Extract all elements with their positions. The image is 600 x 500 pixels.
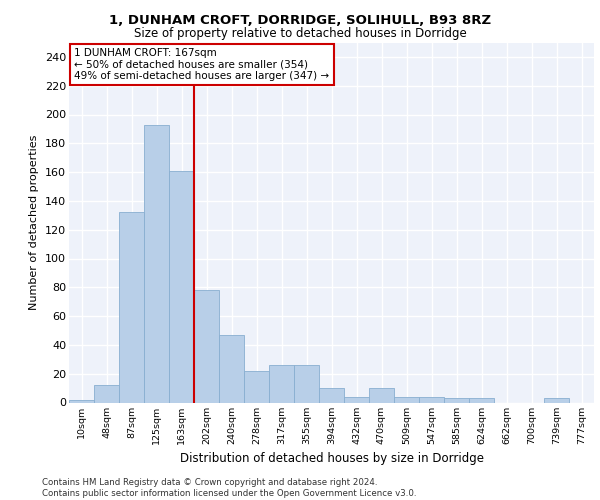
Y-axis label: Number of detached properties: Number of detached properties xyxy=(29,135,40,310)
Bar xyxy=(144,124,169,402)
Bar xyxy=(544,398,569,402)
Bar xyxy=(444,398,469,402)
Bar xyxy=(469,398,494,402)
Bar xyxy=(94,385,119,402)
Bar xyxy=(219,335,244,402)
Text: 1 DUNHAM CROFT: 167sqm
← 50% of detached houses are smaller (354)
49% of semi-de: 1 DUNHAM CROFT: 167sqm ← 50% of detached… xyxy=(74,48,329,81)
Bar xyxy=(344,396,369,402)
Bar xyxy=(194,290,219,403)
Bar xyxy=(394,396,419,402)
Bar xyxy=(69,400,94,402)
Bar xyxy=(319,388,344,402)
Text: 1, DUNHAM CROFT, DORRIDGE, SOLIHULL, B93 8RZ: 1, DUNHAM CROFT, DORRIDGE, SOLIHULL, B93… xyxy=(109,14,491,27)
Bar xyxy=(294,365,319,403)
Bar xyxy=(244,371,269,402)
Bar xyxy=(119,212,144,402)
X-axis label: Distribution of detached houses by size in Dorridge: Distribution of detached houses by size … xyxy=(179,452,484,465)
Bar xyxy=(419,396,444,402)
Text: Size of property relative to detached houses in Dorridge: Size of property relative to detached ho… xyxy=(134,28,466,40)
Bar xyxy=(369,388,394,402)
Bar xyxy=(269,365,294,403)
Text: Contains HM Land Registry data © Crown copyright and database right 2024.
Contai: Contains HM Land Registry data © Crown c… xyxy=(42,478,416,498)
Bar xyxy=(169,170,194,402)
